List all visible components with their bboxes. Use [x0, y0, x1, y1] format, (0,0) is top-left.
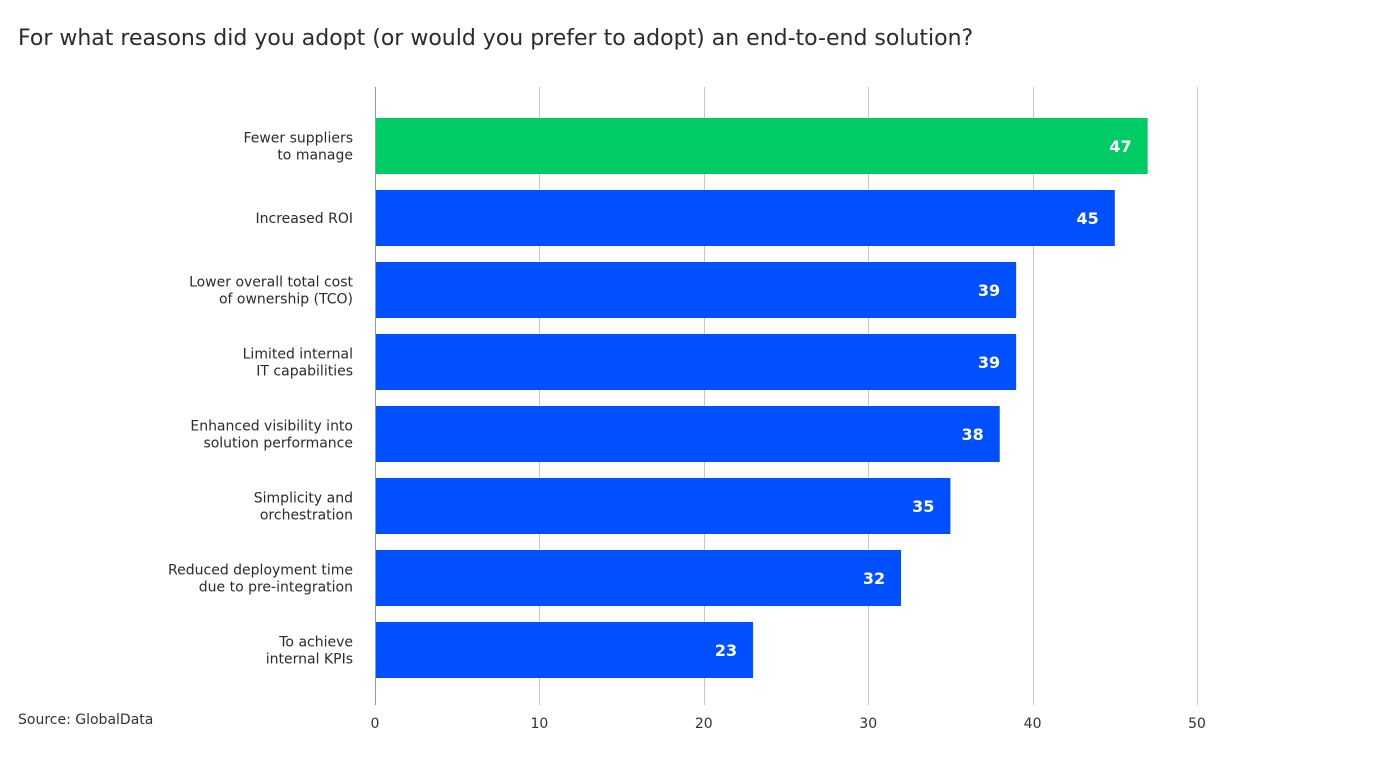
- data-label: 35: [912, 497, 934, 516]
- data-label: 23: [715, 641, 737, 660]
- bar: [376, 406, 1000, 462]
- bar: [376, 190, 1115, 246]
- x-tick-label: 0: [371, 716, 380, 732]
- category-label: To achieve internal KPIs: [266, 635, 353, 668]
- x-tick-label: 50: [1188, 716, 1206, 732]
- category-label: Enhanced visibility into solution perform…: [190, 419, 353, 452]
- bar: [376, 118, 1148, 174]
- bar: [376, 262, 1017, 318]
- category-label: Lower overall total cost of ownership (TC…: [189, 275, 353, 308]
- x-tick-label: 10: [530, 716, 548, 732]
- data-label: 39: [978, 353, 1000, 372]
- category-label: Fewer suppliers to manage: [243, 131, 353, 164]
- data-label: 32: [863, 569, 885, 588]
- data-label: 47: [1109, 137, 1131, 156]
- bar: [376, 478, 951, 534]
- data-label: 45: [1077, 209, 1099, 228]
- x-tick-label: 30: [859, 716, 877, 732]
- grid-layer: [375, 87, 1198, 705]
- data-label: 38: [961, 425, 983, 444]
- category-label: Increased ROI: [256, 211, 353, 227]
- bar-layer: [376, 118, 1148, 678]
- category-label: Limited internal IT capabilities: [243, 347, 353, 380]
- x-tick-label: 20: [695, 716, 713, 732]
- category-label: Simplicity and orchestration: [254, 491, 353, 524]
- bar: [376, 334, 1017, 390]
- category-label: Reduced deployment time due to pre-integr…: [168, 563, 353, 596]
- data-label: 39: [978, 281, 1000, 300]
- bar: [376, 550, 902, 606]
- bar: [376, 622, 754, 678]
- label-layer: 0 10 20 30 40 50 47 Fewer suppliers to manage 45 I…: [168, 131, 1206, 733]
- x-tick-label: 40: [1024, 716, 1042, 732]
- source-note: Source: GlobalData: [18, 712, 154, 728]
- chart-title: For what reasons did you adopt (or would…: [18, 26, 974, 51]
